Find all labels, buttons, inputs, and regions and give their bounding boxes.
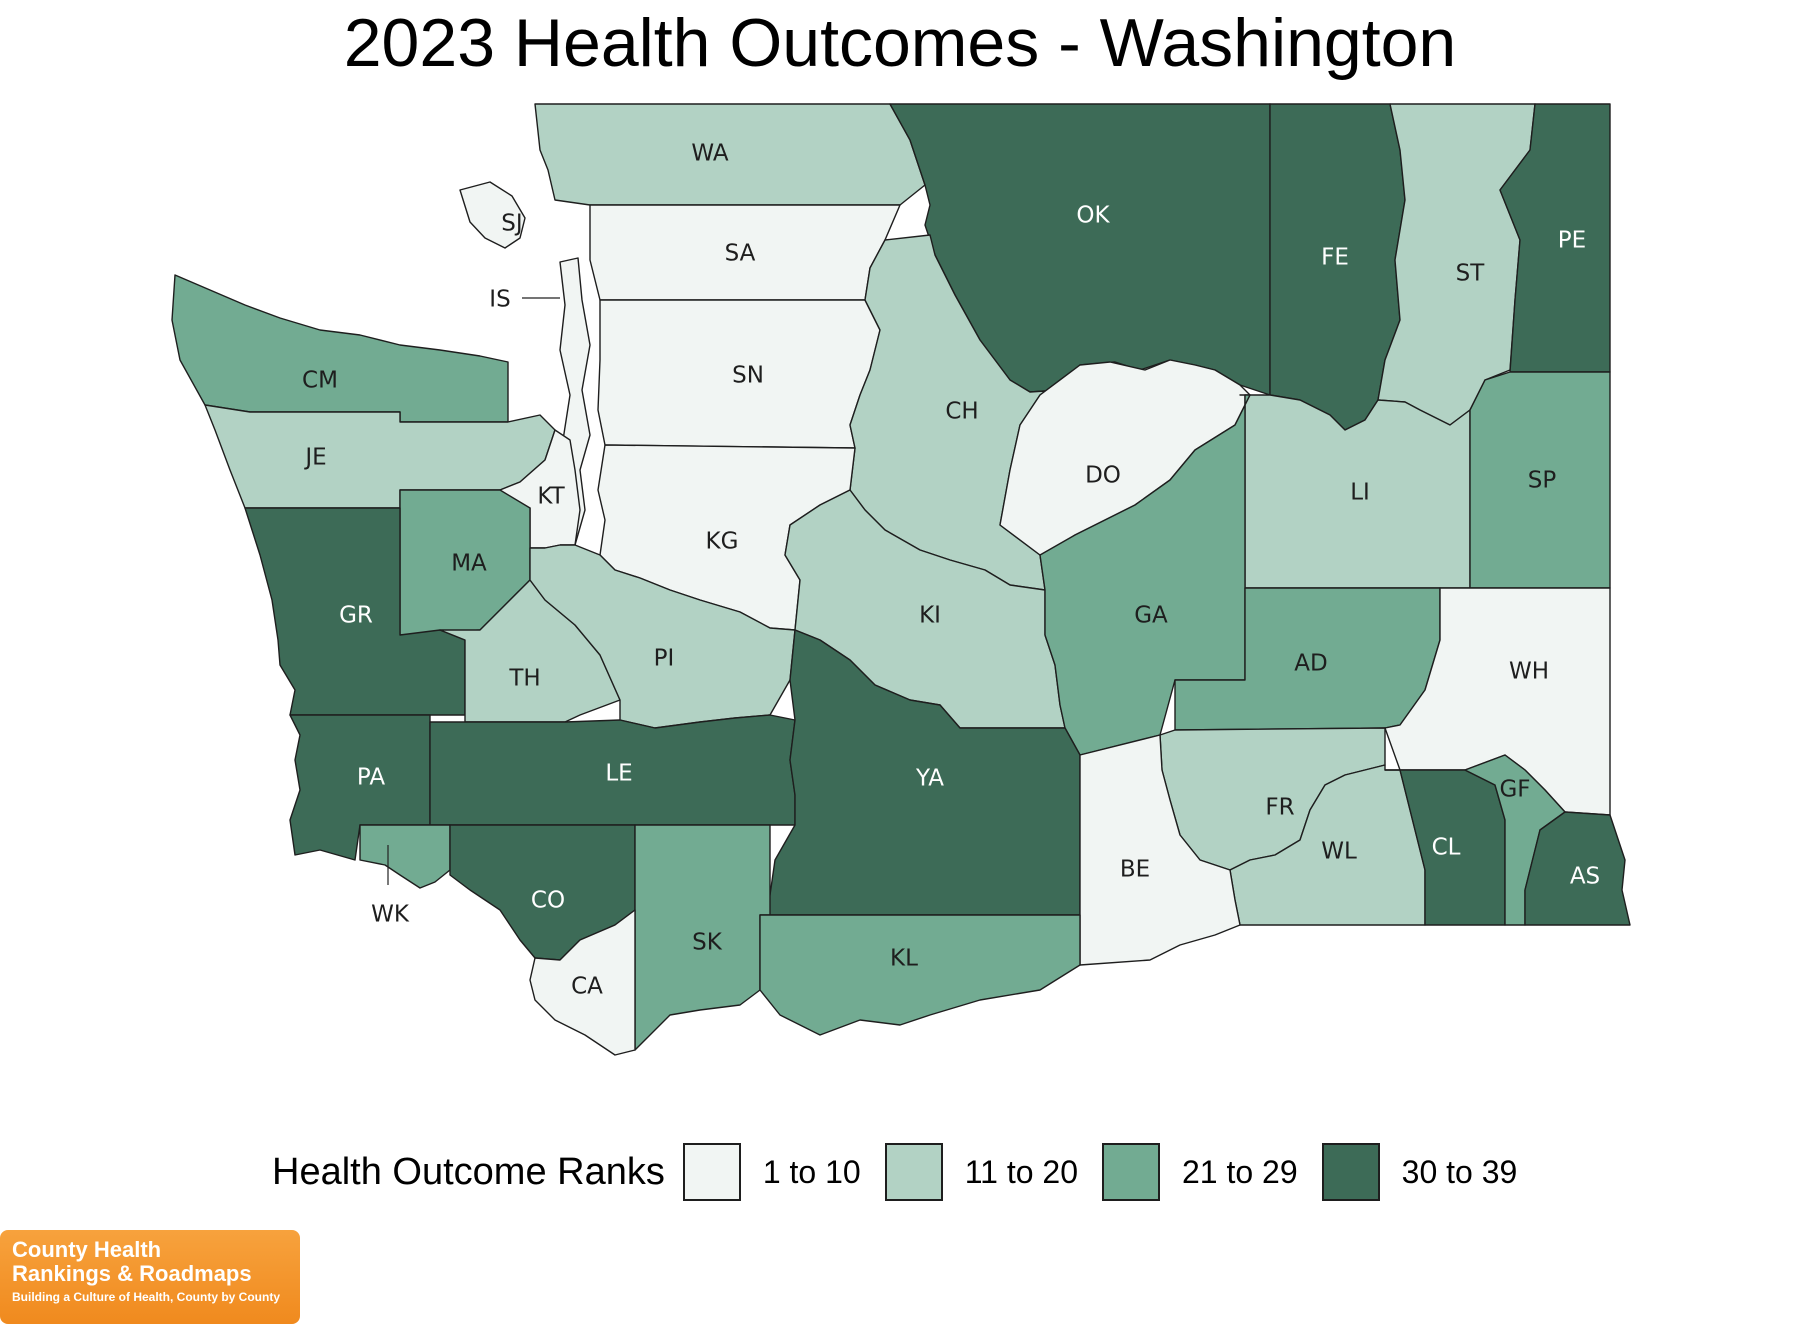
county-label-BE: BE — [1120, 857, 1150, 883]
county-label-WA: WA — [691, 141, 728, 167]
county-label-DO: DO — [1085, 463, 1121, 489]
county-label-WK: WK — [371, 902, 410, 928]
legend-swatch-3 — [1101, 1143, 1160, 1201]
county-label-TH: TH — [508, 666, 540, 692]
legend-swatch-4 — [1321, 1143, 1380, 1201]
logo-tagline: Building a Culture of Health, County by … — [12, 1290, 280, 1304]
county-label-FE: FE — [1321, 245, 1349, 271]
county-label-CL: CL — [1432, 835, 1461, 861]
county-label-PE: PE — [1558, 228, 1586, 254]
county-label-CA: CA — [571, 974, 603, 1000]
county-label-PI: PI — [654, 646, 675, 672]
legend-label-4: 30 to 39 — [1401, 1153, 1518, 1190]
county-WL[interactable] — [1229, 764, 1426, 926]
legend-label-2: 11 to 20 — [964, 1153, 1078, 1190]
county-SJ[interactable] — [459, 181, 526, 249]
county-label-LI: LI — [1350, 480, 1370, 506]
legend-swatch-2 — [884, 1143, 943, 1201]
county-label-SJ: SJ — [501, 211, 522, 237]
county-label-AD: AD — [1294, 651, 1327, 677]
county-label-AS: AS — [1570, 864, 1600, 890]
county-label-CO: CO — [531, 888, 565, 914]
county-label-CM: CM — [302, 368, 338, 394]
county-WK[interactable] — [359, 824, 451, 889]
map-title: 2023 Health Outcomes - Washington — [343, 5, 1457, 81]
county-label-GF: GF — [1499, 777, 1530, 803]
county-label-WL: WL — [1321, 839, 1357, 865]
county-label-LE: LE — [605, 761, 632, 787]
county-label-ST: ST — [1456, 261, 1486, 287]
county-label-SP: SP — [1528, 468, 1557, 494]
county-label-JE: JE — [303, 445, 326, 471]
county-label-KG: KG — [706, 529, 739, 555]
county-label-CH: CH — [945, 399, 978, 425]
legend-label-3: 21 to 29 — [1181, 1153, 1298, 1190]
county-label-IS: IS — [489, 287, 510, 313]
legend-label-1: 1 to 10 — [762, 1153, 861, 1190]
legend-swatch-1 — [682, 1143, 741, 1201]
legend-title: Health Outcome Ranks — [272, 1150, 665, 1193]
county-AS[interactable] — [1524, 811, 1631, 926]
logo-line-2: Rankings & Roadmaps — [12, 1261, 252, 1286]
county-label-FR: FR — [1265, 795, 1294, 821]
county-CA[interactable] — [529, 909, 636, 1056]
county-label-GR: GR — [339, 603, 373, 629]
county-label-WH: WH — [1509, 659, 1549, 685]
county-BE[interactable] — [1079, 734, 1241, 966]
county-label-YA: YA — [915, 766, 944, 792]
county-label-OK: OK — [1076, 203, 1110, 229]
county-label-SN: SN — [732, 363, 764, 389]
logo-line-1: County Health — [12, 1237, 162, 1262]
county-label-KI: KI — [919, 603, 941, 629]
county-PE[interactable] — [1499, 103, 1611, 373]
county-label-SA: SA — [725, 241, 756, 267]
county-CM[interactable] — [171, 274, 509, 423]
county-WA[interactable] — [534, 103, 926, 206]
county-IS[interactable] — [559, 257, 591, 546]
legend: Health Outcome Ranks 1 to 10 11 to 20 21… — [272, 1140, 1541, 1204]
county-health-rankings-logo: County Health Rankings & Roadmaps Buildi… — [0, 1230, 300, 1324]
county-KL[interactable] — [759, 914, 1081, 1036]
county-label-KL: KL — [890, 946, 918, 972]
county-label-GA: GA — [1134, 603, 1168, 629]
county-label-KT: KT — [537, 484, 565, 510]
county-label-MA: MA — [451, 551, 487, 577]
county-label-SK: SK — [692, 930, 723, 956]
county-label-PA: PA — [357, 765, 385, 791]
